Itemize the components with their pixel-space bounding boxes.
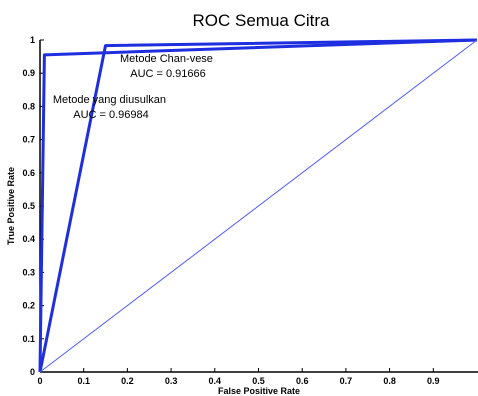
x-tick-label: 0.3: [165, 376, 178, 386]
x-tick-label: 0.7: [340, 376, 353, 386]
annotation-chan-vese-auc: AUC = 0.91666: [130, 68, 206, 80]
y-tick-label: 0.3: [22, 267, 35, 277]
x-axis-label: False Positive Rate: [218, 386, 300, 396]
x-tick-label: 0.5: [252, 376, 265, 386]
y-tick-label: 0.6: [22, 168, 35, 178]
y-tick-label: 0.9: [22, 68, 35, 78]
x-tick-label: 0.9: [427, 376, 440, 386]
chart-title: ROC Semua Citra: [193, 11, 331, 30]
roc-diagonal-reference: [39, 39, 478, 373]
x-tick-label: 0.4: [209, 376, 222, 386]
y-tick-label: 0.1: [22, 334, 35, 344]
y-tick-label: 0.7: [22, 135, 35, 145]
x-tick-label: 0: [37, 376, 42, 386]
y-tick-label: 0.5: [22, 201, 35, 211]
series-layer: [38, 38, 478, 373]
y-tick-label: 0: [30, 367, 35, 377]
roc-curve-chan-vese: [38, 38, 478, 373]
y-axis-label: True Positive Rate: [6, 167, 16, 245]
annotation-chan-vese: Metode Chan-vese AUC = 0.91666: [120, 53, 216, 80]
x-tick-label: 0.2: [121, 376, 134, 386]
y-tick-label: 0.2: [22, 301, 35, 311]
x-tick-label: 0.6: [296, 376, 309, 386]
y-tick-label: 0.4: [22, 234, 35, 244]
x-tick-label: 0.8: [383, 376, 396, 386]
x-axis-ticks: 0 0.1 0.2 0.3 0.4 0.5 0.6 0.7 0.8 0.9: [37, 368, 440, 386]
annotation-proposed-method-name: Metode yang diusulkan: [53, 94, 166, 106]
x-tick-label: 0.1: [77, 376, 90, 386]
annotation-proposed-method-auc: AUC = 0.96984: [73, 109, 149, 121]
y-tick-label: 0.8: [22, 101, 35, 111]
roc-curve-proposed-method: [38, 38, 478, 373]
y-tick-label: 1: [30, 35, 35, 45]
annotation-proposed-method: Metode yang diusulkan AUC = 0.96984: [53, 94, 169, 121]
annotation-chan-vese-name: Metode Chan-vese: [120, 53, 213, 65]
